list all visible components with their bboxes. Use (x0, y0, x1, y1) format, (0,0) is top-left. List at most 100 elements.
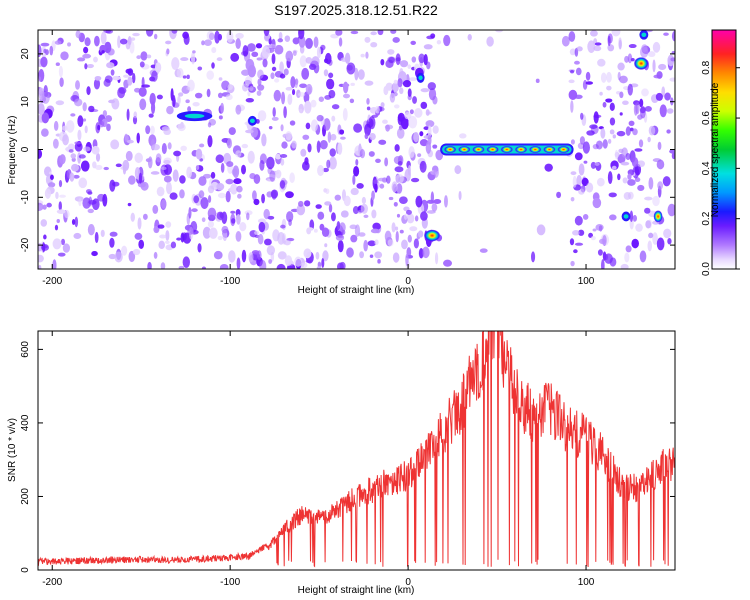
spectrogram-noise-cell (627, 83, 633, 96)
spectrogram-noise-cell (226, 161, 234, 168)
spectrogram-noise-cell (637, 184, 645, 191)
spectrogram-noise-cell (372, 222, 381, 231)
spectrogram-noise-cell (156, 186, 165, 197)
spectrogram-noise-cell (336, 221, 341, 231)
spectrogram-noise-cell (117, 35, 121, 49)
spectrogram-noise-cell (556, 191, 562, 199)
spectrogram-noise-cell (620, 263, 629, 269)
spectrogram-noise-cell (397, 160, 403, 166)
spectrogram-line-peak (458, 146, 471, 153)
spectrogram-noise-cell (337, 234, 344, 239)
spectrogram-noise-cell (220, 102, 225, 114)
spectrogram-noise-cell (396, 213, 401, 218)
spectrogram-noise-cell (342, 93, 351, 99)
spectrogram-noise-cell (136, 55, 142, 60)
spectrogram-noise-cell (358, 232, 366, 237)
spectrogram-noise-cell (599, 91, 603, 96)
spectrogram-blob-core (249, 118, 255, 124)
spectrogram-noise-cell (354, 224, 361, 237)
spectrogram-noise-cell (285, 131, 292, 141)
spectrogram-noise-cell (218, 77, 223, 81)
spectrogram-noise-cell (360, 203, 368, 214)
spectrogram-noise-cell (599, 238, 607, 244)
spectrogram-noise-cell (283, 68, 289, 76)
spectrogram-noise-cell (403, 213, 408, 220)
spectrogram-noise-cell (210, 171, 216, 179)
snr-x-tick-label: -200 (42, 577, 62, 588)
spectrogram-noise-cell (667, 203, 675, 217)
spectrogram-noise-cell (323, 118, 331, 131)
spectrogram-noise-cell (241, 164, 246, 175)
spectrogram-noise-cell (666, 108, 674, 114)
spectrogram-noise-cell (618, 148, 624, 153)
spectrogram-noise-cell (71, 163, 80, 172)
spectrogram-noise-cell (341, 229, 346, 235)
spectrogram-y-tick-label: -20 (20, 237, 31, 252)
spectrogram-noise-cell (58, 180, 63, 188)
spectrogram-noise-cell (130, 37, 136, 41)
spectrogram-noise-cell (203, 173, 212, 179)
spectrogram-x-tick-label: 0 (405, 276, 411, 287)
spectrogram-noise-cell (148, 113, 154, 118)
spectrogram-noise-cell (74, 141, 82, 145)
spectrogram-noise-cell (324, 201, 332, 206)
spectrogram-noise-cell (292, 50, 297, 56)
spectrogram-noise-cell (225, 190, 231, 203)
spectrogram-noise-cell (578, 229, 585, 236)
spectrogram-noise-cell (630, 57, 635, 62)
spectrogram-noise-cell (652, 232, 658, 245)
spectrogram-noise-cell (625, 153, 631, 161)
spectrogram-noise-cell (391, 181, 398, 193)
spectrogram-noise-cell (215, 154, 224, 164)
spectrogram-noise-cell (568, 31, 576, 42)
spectrogram-noise-cell (230, 52, 240, 62)
spectrogram-noise-cell (436, 39, 442, 45)
spectrogram-noise-cell (331, 115, 336, 122)
spectrogram-noise-cell (350, 30, 359, 35)
spectrogram-noise-cell (277, 251, 287, 260)
spectrogram-noise-cell (407, 165, 411, 176)
spectrogram-noise-cell (70, 153, 77, 159)
spectrogram-noise-cell (93, 78, 101, 90)
spectrogram-noise-cell (80, 160, 90, 172)
spectrogram-noise-cell (625, 245, 632, 253)
spectrogram-noise-cell (339, 261, 346, 269)
spectrogram-noise-cell (70, 113, 76, 117)
spectrogram-noise-cell (269, 170, 276, 182)
spectrogram-noise-cell (619, 112, 623, 116)
spectrogram-noise-cell (165, 230, 170, 241)
spectrogram-noise-cell (102, 193, 108, 207)
spectrogram-noise-cell (106, 62, 115, 69)
spectrogram-noise-cell (407, 88, 412, 97)
spectrogram-noise-cell (614, 149, 619, 160)
spectrogram-noise-cell (594, 162, 600, 166)
spectrogram-noise-cell (110, 139, 120, 150)
spectrogram-noise-cell (271, 53, 276, 65)
spectrogram-noise-cell (266, 245, 276, 256)
spectrogram-noise-cell (152, 204, 159, 214)
spectrogram-noise-cell (87, 208, 94, 214)
spectrogram-noise-cell (126, 108, 130, 121)
spectrogram-noise-cell (406, 209, 412, 215)
snr-y-tick-label: 200 (20, 488, 31, 505)
spectrogram-noise-cell (59, 77, 64, 88)
spectrogram-noise-cell (235, 104, 242, 115)
spectrogram-noise-cell (375, 158, 381, 163)
spectrogram-noise-cell (114, 251, 123, 263)
spectrogram-noise-cell (186, 166, 192, 179)
spectrogram-noise-cell (305, 122, 311, 130)
spectrogram-noise-cell (268, 125, 273, 130)
spectrogram-noise-cell (115, 163, 122, 168)
spectrogram-noise-cell (671, 50, 675, 55)
spectrogram-noise-cell (38, 202, 44, 211)
spectrogram-y-tick-label: -10 (20, 190, 31, 205)
spectrogram-noise-cell (454, 165, 462, 175)
spectrogram-noise-cell (617, 173, 621, 181)
spectrogram-noise-cell (239, 221, 247, 232)
spectrogram-noise-cell (325, 52, 332, 65)
spectrogram-noise-cell (274, 78, 280, 83)
spectrogram-noise-cell (371, 209, 377, 219)
spectrogram-noise-cell (639, 250, 647, 263)
spectrogram-noise-cell (208, 227, 218, 239)
